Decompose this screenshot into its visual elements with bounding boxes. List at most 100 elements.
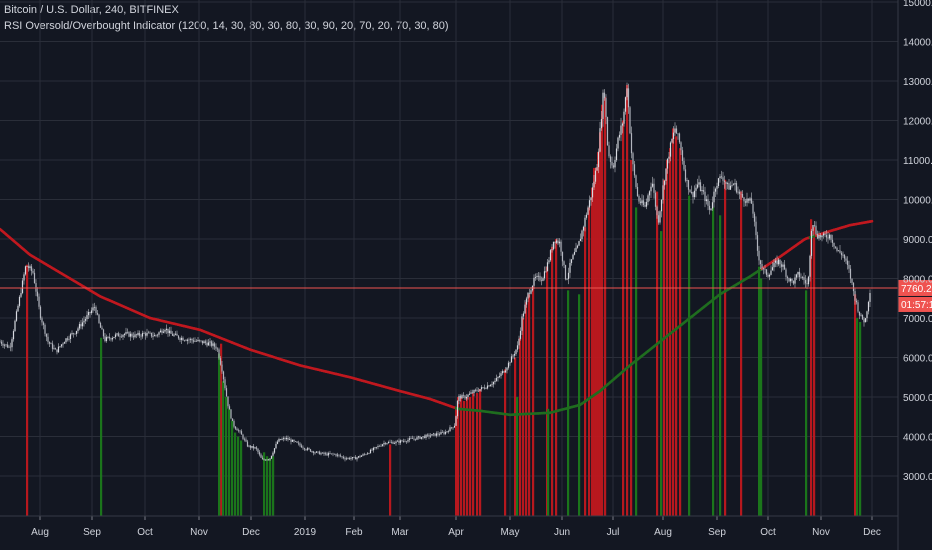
candle-body bbox=[657, 215, 660, 223]
candle-body bbox=[26, 266, 28, 267]
candle-body bbox=[180, 337, 183, 340]
candle-body bbox=[393, 443, 396, 444]
candle-body bbox=[300, 445, 303, 448]
overbought-bar bbox=[525, 302, 528, 516]
candle-body bbox=[830, 234, 832, 240]
candle-body bbox=[116, 333, 118, 335]
candle-body bbox=[704, 191, 706, 202]
candle-body bbox=[183, 340, 186, 341]
candle-body bbox=[188, 339, 190, 341]
candle-body bbox=[336, 454, 339, 456]
overbought-bar bbox=[220, 343, 223, 516]
oversold-bar bbox=[547, 408, 550, 516]
candle-body bbox=[93, 307, 96, 308]
candle-body bbox=[588, 200, 591, 208]
candle-body bbox=[365, 454, 367, 455]
oversold-bar bbox=[712, 207, 715, 516]
candle-body bbox=[626, 88, 628, 98]
x-tick-label: Dec bbox=[242, 527, 260, 538]
overbought-bar bbox=[595, 167, 598, 516]
candle-body bbox=[83, 320, 85, 323]
y-tick-label: 15000.0 bbox=[903, 0, 932, 9]
candle-body bbox=[0, 341, 3, 344]
candle-body bbox=[308, 448, 310, 450]
y-tick-label: 10000.0 bbox=[903, 196, 932, 207]
candle-body bbox=[605, 98, 607, 118]
candle-body bbox=[314, 452, 316, 454]
candle-body bbox=[324, 453, 327, 455]
overbought-bar bbox=[724, 179, 727, 516]
oversold-bar bbox=[660, 231, 663, 516]
candle-body bbox=[723, 180, 726, 182]
candle-body bbox=[333, 454, 336, 455]
candle-body bbox=[105, 337, 108, 342]
candle-body bbox=[59, 346, 61, 347]
candle-body bbox=[635, 175, 637, 187]
candle-body bbox=[381, 444, 384, 446]
candle-body bbox=[521, 316, 523, 331]
candle-body bbox=[776, 260, 778, 265]
candle-body bbox=[606, 117, 609, 146]
candle-body bbox=[869, 293, 871, 302]
candle-body bbox=[800, 277, 802, 278]
candle-body bbox=[636, 186, 639, 197]
candle-body bbox=[767, 274, 769, 277]
candle-body bbox=[492, 382, 495, 385]
candle-body bbox=[708, 205, 711, 210]
candle-body bbox=[786, 276, 789, 279]
candle-body bbox=[126, 332, 129, 333]
candle-body bbox=[428, 434, 430, 437]
candle-body bbox=[509, 362, 511, 364]
candle-body bbox=[417, 436, 420, 438]
candle-body bbox=[138, 332, 141, 336]
candle-body bbox=[810, 230, 813, 256]
candle-body bbox=[141, 333, 144, 337]
candle-body bbox=[0, 341, 1, 343]
candle-body bbox=[438, 434, 441, 435]
candle-body bbox=[156, 334, 159, 336]
candle-body bbox=[677, 133, 679, 135]
x-tick-label: Oct bbox=[760, 527, 776, 538]
candle-body bbox=[14, 320, 16, 332]
candle-body bbox=[782, 264, 784, 267]
candle-body bbox=[695, 187, 697, 191]
candle-body bbox=[291, 439, 294, 442]
candle-body bbox=[476, 389, 478, 391]
candle-body bbox=[462, 395, 465, 396]
candle-body bbox=[824, 233, 826, 235]
candle-body bbox=[630, 133, 633, 154]
candle-body bbox=[132, 336, 135, 338]
candle-body bbox=[659, 211, 661, 223]
x-tick-label: Oct bbox=[137, 527, 153, 538]
candle-body bbox=[245, 439, 247, 442]
candle-body bbox=[650, 186, 652, 192]
candle-body bbox=[614, 160, 616, 168]
candle-body bbox=[581, 230, 583, 239]
candle-body bbox=[473, 390, 475, 394]
indicator-legend[interactable]: RSI Oversold/Overbought Indicator (1200,… bbox=[4, 20, 449, 32]
overbought-bar bbox=[26, 264, 29, 516]
candle-body bbox=[171, 333, 174, 336]
candle-body bbox=[158, 332, 160, 335]
candle-body bbox=[813, 225, 816, 226]
candle-body bbox=[485, 388, 487, 390]
candle-body bbox=[831, 239, 834, 243]
candle-body bbox=[191, 338, 193, 341]
candle-body bbox=[603, 92, 606, 99]
candle-body bbox=[783, 264, 786, 270]
candle-body bbox=[663, 180, 666, 186]
candle-body bbox=[396, 440, 399, 442]
candle-body bbox=[20, 293, 22, 297]
oversold-bar bbox=[218, 353, 221, 516]
candle-body bbox=[21, 280, 24, 294]
candle-body bbox=[369, 449, 372, 454]
candle-body bbox=[270, 455, 273, 459]
candle-body bbox=[857, 302, 859, 312]
candle-body bbox=[602, 92, 604, 119]
candle-body bbox=[560, 241, 562, 252]
candle-body bbox=[386, 443, 388, 444]
candle-body bbox=[753, 213, 756, 222]
candle-body bbox=[260, 454, 262, 458]
candle-body bbox=[738, 191, 741, 194]
